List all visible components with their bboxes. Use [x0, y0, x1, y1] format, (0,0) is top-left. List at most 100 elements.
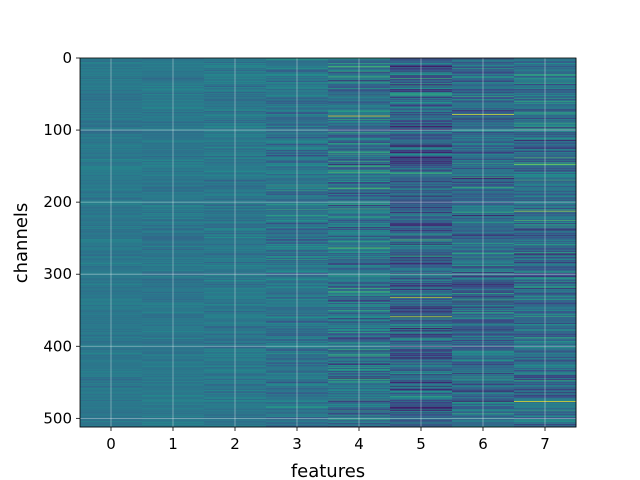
- heatmap-cell: [328, 109, 391, 112]
- heatmap-cell: [328, 101, 391, 103]
- heatmap-cell: [80, 220, 143, 222]
- heatmap-cell: [390, 267, 453, 269]
- heatmap-cell: [142, 133, 205, 135]
- heatmap-cell: [514, 361, 577, 363]
- heatmap-cell: [328, 243, 391, 246]
- heatmap-cell: [390, 376, 453, 378]
- heatmap-cell: [80, 143, 143, 145]
- y-tick-label: 200: [43, 193, 72, 211]
- heatmap-cell: [328, 375, 391, 377]
- heatmap-cell: [514, 365, 577, 367]
- heatmap-cell: [328, 349, 391, 351]
- heatmap-cell: [452, 354, 515, 357]
- heatmap-cell: [80, 218, 143, 220]
- heatmap-cell: [80, 189, 143, 192]
- heatmap-cell: [266, 162, 329, 164]
- heatmap-cell: [452, 86, 515, 88]
- heatmap-cell: [142, 325, 205, 327]
- heatmap-cell: [328, 244, 391, 246]
- heatmap-cell: [328, 421, 391, 424]
- heatmap-cell: [266, 357, 329, 359]
- heatmap-cell: [204, 380, 267, 382]
- heatmap-cell: [142, 136, 205, 138]
- heatmap-cell: [80, 101, 143, 103]
- heatmap-cell: [328, 316, 391, 318]
- heatmap-cell: [514, 289, 577, 291]
- heatmap-column: [204, 58, 267, 428]
- heatmap-cell: [390, 319, 453, 321]
- heatmap-cell: [80, 236, 143, 238]
- heatmap-cell: [452, 92, 515, 94]
- heatmap-cell: [142, 209, 205, 211]
- heatmap-cell: [514, 274, 577, 277]
- heatmap-cell: [142, 69, 205, 71]
- heatmap-cell: [452, 63, 515, 65]
- heatmap-cell: [142, 305, 205, 308]
- heatmap-cell: [80, 197, 143, 199]
- heatmap-cell: [514, 323, 577, 326]
- heatmap-cell: [328, 311, 391, 313]
- heatmap-cell: [514, 209, 577, 211]
- heatmap-cell: [80, 145, 143, 147]
- heatmap-cell: [204, 104, 267, 106]
- heatmap-cell: [204, 395, 267, 397]
- heatmap-cell: [204, 325, 267, 327]
- heatmap-cell: [142, 287, 205, 290]
- heatmap-cell: [266, 127, 329, 130]
- heatmap-cell: [266, 408, 329, 411]
- heatmap-cell: [204, 190, 267, 192]
- heatmap-cell: [390, 414, 453, 416]
- heatmap-cell: [514, 194, 577, 197]
- heatmap-cell: [266, 223, 329, 225]
- heatmap-cell: [514, 227, 577, 229]
- heatmap-cell: [142, 153, 205, 155]
- heatmap-cell: [328, 294, 391, 296]
- heatmap-cell: [266, 153, 329, 155]
- heatmap-cell: [390, 165, 453, 167]
- heatmap-cell: [514, 340, 577, 342]
- heatmap-cell: [390, 331, 453, 333]
- heatmap-cell: [390, 97, 453, 99]
- heatmap-cell: [452, 227, 515, 229]
- heatmap-cell: [80, 101, 143, 104]
- heatmap-cell: [80, 108, 143, 110]
- heatmap-cell: [514, 396, 577, 398]
- heatmap-cell: [390, 350, 453, 352]
- heatmap-cell: [390, 272, 453, 274]
- heatmap-cell: [266, 337, 329, 339]
- heatmap-cell: [390, 171, 453, 173]
- heatmap-cell: [390, 286, 453, 288]
- heatmap-cell: [328, 132, 391, 135]
- heatmap-cell: [452, 401, 515, 403]
- heatmap-cell: [266, 388, 329, 390]
- heatmap-cell: [204, 196, 267, 198]
- heatmap-cell: [80, 116, 143, 118]
- heatmap-cell: [452, 148, 515, 150]
- heatmap-cell: [328, 225, 391, 228]
- heatmap-cell: [80, 316, 143, 318]
- heatmap-cell: [514, 321, 577, 323]
- heatmap-cell: [142, 308, 205, 310]
- heatmap-cell: [390, 217, 453, 220]
- heatmap-cell: [266, 171, 329, 173]
- heatmap-cell: [80, 63, 143, 65]
- heatmap-cell: [266, 275, 329, 277]
- heatmap-cell: [204, 108, 267, 110]
- heatmap-cell: [204, 81, 267, 83]
- heatmap-cell: [266, 59, 329, 61]
- heatmap-cell: [80, 120, 143, 122]
- heatmap-cell: [390, 127, 453, 130]
- y-tick-label: 100: [43, 121, 72, 139]
- heatmap-cell: [328, 161, 391, 163]
- heatmap-cell: [266, 267, 329, 269]
- heatmap-cell: [142, 187, 205, 189]
- heatmap-cell: [452, 319, 515, 321]
- heatmap-cell: [390, 130, 453, 132]
- heatmap-cell: [390, 86, 453, 88]
- heatmap-cell: [266, 387, 329, 389]
- heatmap-cell: [514, 202, 577, 204]
- heatmap-cell: [142, 202, 205, 204]
- heatmap-cell: [452, 269, 515, 271]
- heatmap-cell: [80, 173, 143, 175]
- heatmap-cell: [142, 80, 205, 82]
